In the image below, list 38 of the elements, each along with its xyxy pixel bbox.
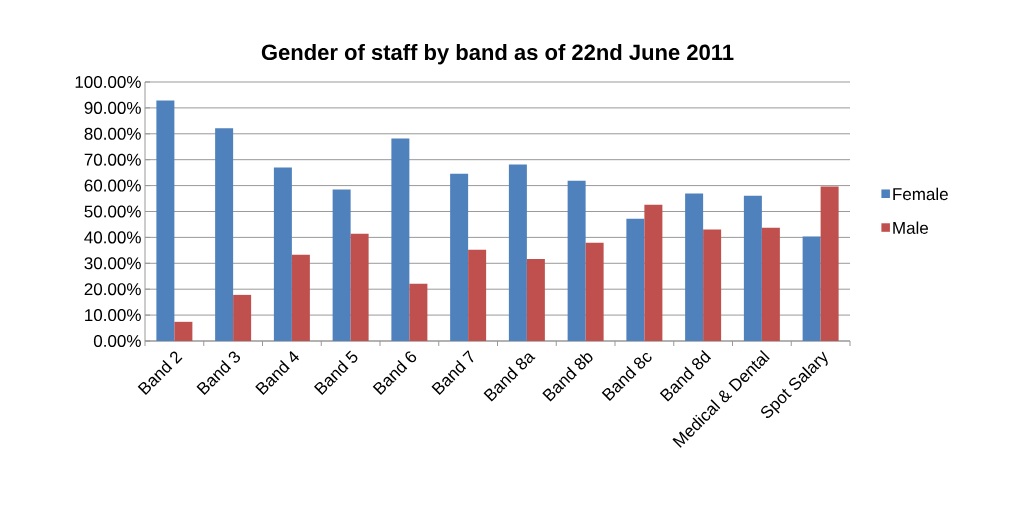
bar bbox=[409, 283, 428, 341]
bar bbox=[233, 294, 252, 341]
y-tick-label: 50.00% bbox=[84, 205, 141, 218]
y-tick-label: 60.00% bbox=[84, 179, 141, 192]
bar bbox=[567, 180, 586, 341]
y-tick-label: 40.00% bbox=[84, 231, 141, 244]
bar bbox=[156, 100, 175, 341]
y-tick-label: 90.00% bbox=[84, 101, 141, 114]
y-tick-label: 70.00% bbox=[84, 153, 141, 166]
bar bbox=[703, 229, 722, 341]
bar bbox=[291, 254, 310, 341]
bar bbox=[626, 218, 645, 341]
y-tick-label: 10.00% bbox=[85, 309, 141, 322]
bar bbox=[685, 193, 704, 341]
bar bbox=[215, 128, 234, 341]
y-tick-label: 80.00% bbox=[84, 127, 141, 140]
bar bbox=[468, 249, 487, 341]
bar bbox=[526, 258, 545, 341]
bar bbox=[820, 186, 839, 341]
bar bbox=[174, 321, 193, 341]
bar bbox=[761, 227, 780, 341]
y-tick-label: 0.00% bbox=[93, 334, 141, 348]
bar bbox=[585, 242, 604, 341]
y-tick-label: 20.00% bbox=[84, 283, 141, 296]
chart-title: Gender of staff by band as of 22nd June 2011 bbox=[261, 43, 734, 65]
bar bbox=[273, 167, 292, 341]
y-tick-label: 100.00% bbox=[75, 75, 141, 89]
bar bbox=[508, 164, 527, 341]
bar bbox=[391, 138, 410, 341]
bar bbox=[644, 204, 663, 341]
bar bbox=[802, 236, 821, 341]
bar bbox=[450, 173, 469, 341]
bar bbox=[350, 233, 369, 341]
bar bbox=[332, 189, 351, 341]
y-tick-label: 30.00% bbox=[84, 257, 141, 270]
bar bbox=[743, 195, 762, 341]
legend-label: Male bbox=[893, 221, 929, 234]
legend-label: Female bbox=[893, 187, 948, 201]
